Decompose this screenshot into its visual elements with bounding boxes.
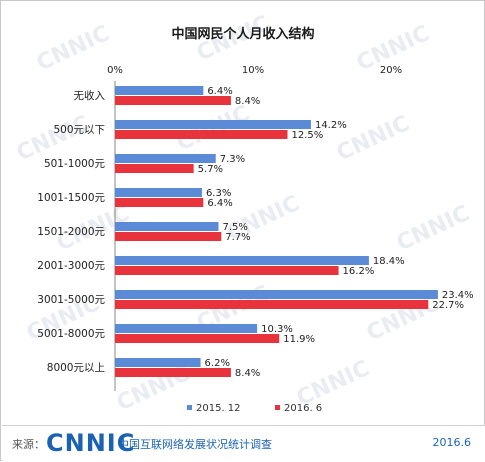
legend-swatch-0 — [187, 405, 192, 410]
value-label-0-0: 6.4% — [207, 86, 232, 97]
bar-0-2 — [115, 154, 216, 163]
footer: 来源： CNNIC 中国互联网络发展状况统计调查 2016.6 — [2, 425, 485, 462]
bar-0-3 — [115, 188, 202, 197]
value-label-1-1: 12.5% — [292, 130, 324, 141]
bar-0-0 — [115, 86, 204, 95]
value-label-1-7: 11.9% — [283, 334, 315, 345]
source-label: 来源： — [12, 438, 45, 451]
bar-1-3 — [115, 198, 204, 207]
value-label-1-8: 8.4% — [235, 368, 260, 379]
source-organization: 中国互联网络发展状况统计调查 — [118, 438, 272, 451]
value-label-0-3: 6.3% — [206, 188, 231, 199]
category-label-8: 8000元以上 — [47, 362, 105, 374]
watermark-8: CNNIC — [393, 201, 474, 256]
value-label-1-6: 22.7% — [432, 300, 464, 311]
x-tick-label-0: 0% — [107, 65, 123, 76]
value-label-1-2: 5.7% — [198, 164, 223, 175]
value-label-0-7: 10.3% — [261, 324, 293, 335]
value-label-0-5: 18.4% — [373, 256, 405, 267]
report-date: 2016.6 — [432, 436, 472, 449]
x-tick-label-1: 10% — [242, 65, 264, 76]
bar-1-5 — [115, 266, 339, 275]
category-label-5: 2001-3000元 — [37, 260, 105, 272]
bar-1-1 — [115, 130, 288, 139]
value-label-0-4: 7.5% — [223, 222, 248, 233]
bar-0-4 — [115, 222, 219, 231]
category-labels: 无收入 500元以下 501-1000元 1001-1500元 1501-2000元 20… — [37, 89, 105, 374]
value-labels: 6.4%8.4%14.2%12.5%7.3%5.7%6.3%6.4%7.5%7.… — [198, 86, 474, 379]
bar-1-4 — [115, 232, 222, 241]
bar-0-1 — [115, 120, 311, 129]
category-label-7: 5001-8000元 — [37, 328, 105, 340]
watermark-0: CNNIC — [33, 21, 114, 76]
legend-label-1: 2016. 6 — [284, 403, 322, 414]
cnnic-logo: CNNIC — [46, 429, 136, 457]
category-label-1: 500元以下 — [53, 124, 105, 136]
value-label-1-0: 8.4% — [235, 96, 260, 107]
bars — [115, 86, 438, 377]
bar-1-6 — [115, 300, 429, 309]
x-tick-label-2: 20% — [380, 65, 402, 76]
category-label-4: 1501-2000元 — [37, 226, 105, 238]
value-label-1-5: 16.2% — [343, 266, 375, 277]
legend-label-0: 2015. 12 — [196, 403, 241, 414]
value-label-0-1: 14.2% — [315, 120, 347, 131]
bar-0-5 — [115, 256, 369, 265]
value-label-0-8: 6.2% — [205, 358, 230, 369]
value-label-1-3: 6.4% — [207, 198, 232, 209]
value-label-0-6: 23.4% — [442, 290, 474, 301]
category-label-0: 无收入 — [74, 89, 106, 102]
category-label-2: 501-1000元 — [44, 158, 106, 170]
bar-1-2 — [115, 164, 194, 173]
bar-1-8 — [115, 368, 231, 377]
x-axis-ticks: 0% 10% 20% — [107, 65, 402, 76]
bar-0-8 — [115, 358, 201, 367]
legend-swatch-1 — [275, 405, 280, 410]
bar-1-0 — [115, 96, 231, 105]
legend: 2015. 12 2016. 6 — [187, 403, 322, 414]
bar-1-7 — [115, 334, 280, 343]
value-label-0-2: 7.3% — [220, 154, 245, 165]
category-label-3: 1001-1500元 — [37, 192, 105, 204]
chart-title: 中国网民个人月收入结构 — [171, 26, 314, 42]
category-label-6: 3001-5000元 — [37, 294, 105, 306]
bar-0-7 — [115, 324, 258, 333]
value-label-1-4: 7.7% — [225, 232, 250, 243]
bar-0-6 — [115, 290, 438, 299]
